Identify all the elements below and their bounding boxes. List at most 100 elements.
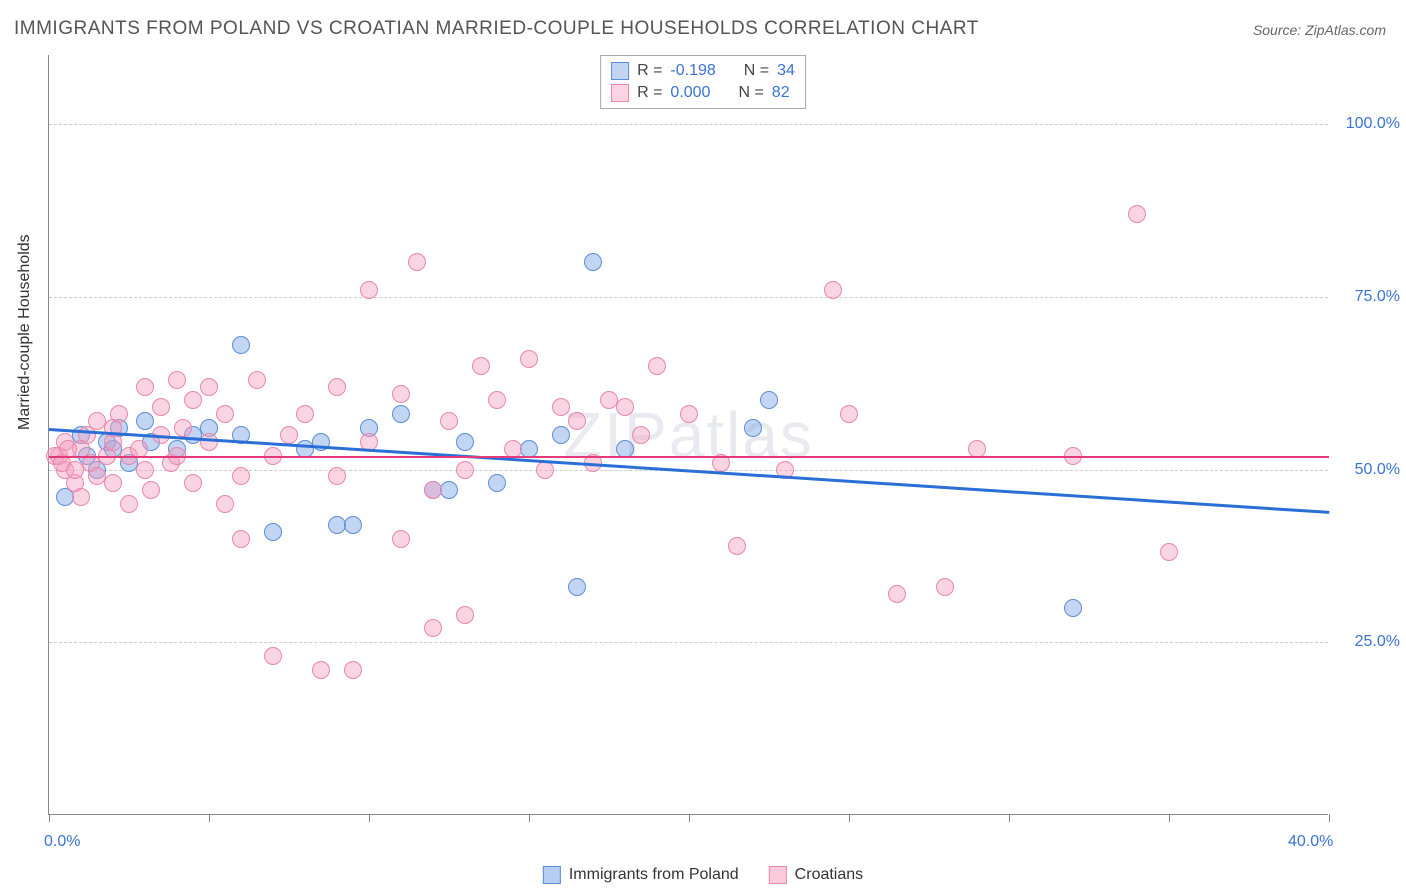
data-point [648,357,666,375]
y-tick-label: 75.0% [1355,288,1400,306]
legend-series-item: Croatians [769,866,863,884]
data-point [136,461,154,479]
data-point [120,495,138,513]
gridline [49,642,1328,643]
x-tick [1009,814,1010,822]
data-point [392,405,410,423]
data-point [552,426,570,444]
y-axis-label: Married-couple Households [16,234,34,430]
data-point [296,405,314,423]
data-point [110,405,128,423]
data-point [312,661,330,679]
data-point [360,281,378,299]
data-point [280,426,298,444]
y-tick-label: 100.0% [1346,115,1400,133]
data-point [456,606,474,624]
data-point [136,378,154,396]
data-point [184,474,202,492]
data-point [424,481,442,499]
data-point [200,378,218,396]
legend-series: Immigrants from Poland Croatians [543,866,863,884]
data-point [744,419,762,437]
gridline [49,124,1328,125]
x-tick [689,814,690,822]
data-point [232,530,250,548]
data-point [408,253,426,271]
y-tick-label: 25.0% [1355,633,1400,651]
data-point [344,516,362,534]
data-point [824,281,842,299]
trend-line [49,456,1329,458]
stat-n-label: N = [744,62,769,80]
x-tick [1169,814,1170,822]
data-point [328,378,346,396]
legend-series-label: Immigrants from Poland [569,866,739,884]
data-point [760,391,778,409]
y-tick-label: 50.0% [1355,461,1400,479]
data-point [536,461,554,479]
stat-r-label: R = [637,84,662,102]
stat-r-value: 0.000 [670,84,710,102]
data-point [104,474,122,492]
data-point [584,253,602,271]
x-tick [209,814,210,822]
data-point [440,412,458,430]
data-point [168,371,186,389]
data-point [424,619,442,637]
stat-n-value: 34 [777,62,795,80]
data-point [568,578,586,596]
data-point [680,405,698,423]
data-point [216,495,234,513]
data-point [488,474,506,492]
source-attribution: Source: ZipAtlas.com [1253,22,1386,38]
x-tick [369,814,370,822]
data-point [184,391,202,409]
data-point [840,405,858,423]
legend-stats: R = -0.198 N = 34 R = 0.000N = 82 [600,55,806,109]
data-point [344,661,362,679]
data-point [440,481,458,499]
data-point [72,488,90,506]
legend-swatch [611,84,629,102]
data-point [232,467,250,485]
data-point [472,357,490,375]
data-point [888,585,906,603]
x-tick-label: 0.0% [44,833,80,851]
data-point [488,391,506,409]
plot-area: ZIPatlas 25.0%50.0%75.0%100.0% [48,55,1328,815]
data-point [1128,205,1146,223]
data-point [616,398,634,416]
legend-series-label: Croatians [795,866,863,884]
data-point [232,336,250,354]
data-point [216,405,234,423]
data-point [456,461,474,479]
data-point [632,426,650,444]
data-point [1064,599,1082,617]
x-tick [849,814,850,822]
chart-title: IMMIGRANTS FROM POLAND VS CROATIAN MARRI… [14,18,979,40]
data-point [568,412,586,430]
stat-r-value: -0.198 [670,62,715,80]
x-tick [1329,814,1330,822]
data-point [174,419,192,437]
legend-stat-row: R = 0.000N = 82 [611,82,795,104]
gridline [49,297,1328,298]
data-point [264,523,282,541]
legend-swatch [543,866,561,884]
data-point [728,537,746,555]
legend-swatch [611,62,629,80]
data-point [456,433,474,451]
data-point [520,350,538,368]
x-tick [529,814,530,822]
data-point [142,481,160,499]
data-point [392,530,410,548]
x-tick-label: 40.0% [1288,833,1333,851]
x-tick [49,814,50,822]
data-point [1160,543,1178,561]
data-point [152,398,170,416]
data-point [936,578,954,596]
data-point [66,461,84,479]
legend-stat-row: R = -0.198N = 34 [611,60,795,82]
data-point [392,385,410,403]
legend-swatch [769,866,787,884]
